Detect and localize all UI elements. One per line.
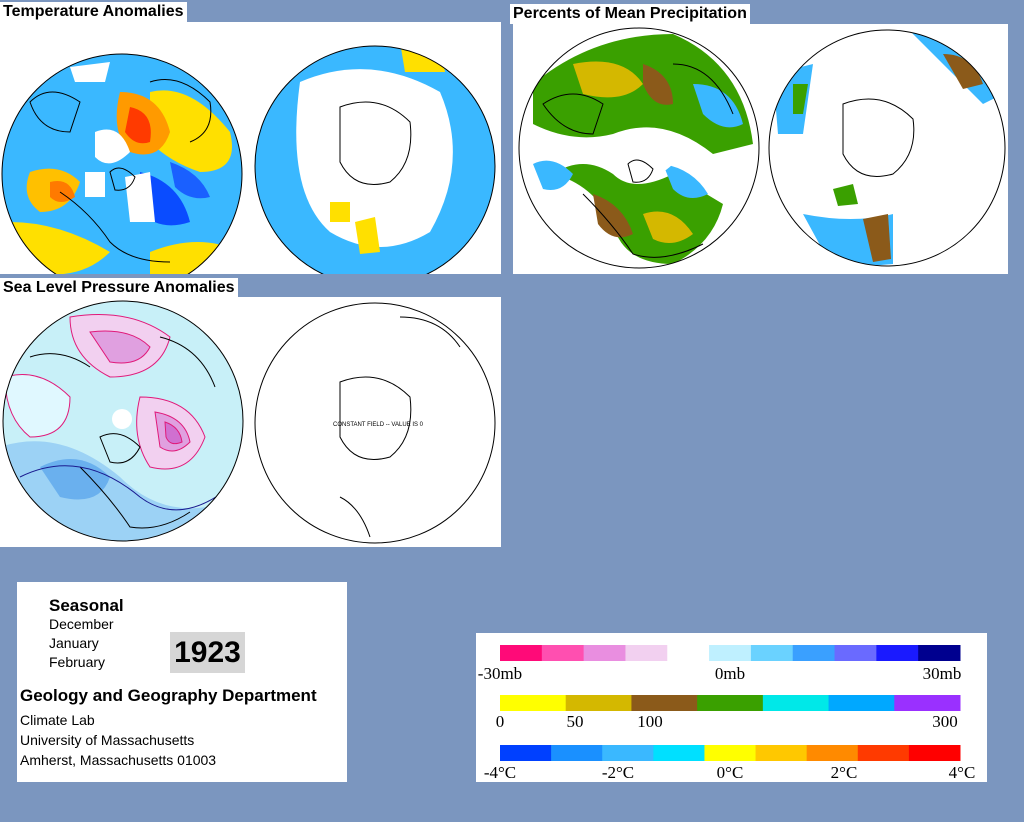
temp-label-0: 0°C — [717, 763, 744, 782]
precip-label-300: 300 — [932, 712, 958, 731]
pressure-swatch-2 — [583, 645, 626, 661]
month-february: February — [49, 654, 106, 670]
pressure-north-hemisphere-map — [2, 300, 244, 542]
pressure-south-hemisphere-map: CONSTANT FIELD -- VALUE IS 0 — [254, 302, 496, 544]
precip-swatch-3 — [697, 695, 764, 711]
lab-name: Climate Lab — [20, 712, 95, 728]
precipitation-color-bar — [500, 695, 961, 711]
temp-swatch-3 — [653, 745, 705, 761]
precipitation-title: Percents of Mean Precipitation — [510, 4, 750, 24]
precip-label-0: 0 — [496, 712, 505, 731]
pressure-swatch-9 — [876, 645, 919, 661]
season-label: Seasonal — [49, 596, 124, 615]
precip-label-100: 100 — [637, 712, 663, 731]
pressure-swatch-7 — [792, 645, 836, 661]
temp-swatch-7 — [857, 745, 910, 761]
pressure-label-min: -30mb — [478, 664, 522, 683]
department-label: Geology and Geography Department — [20, 686, 317, 705]
temp-swatch-6 — [806, 745, 859, 761]
temp-label-minus4: -4°C — [484, 763, 516, 782]
temp-swatch-5 — [755, 745, 808, 761]
pressure-swatch-1 — [541, 645, 585, 661]
temp-swatch-1 — [551, 745, 603, 761]
precip-swatch-0 — [500, 695, 567, 711]
temperature-color-bar — [500, 745, 961, 761]
info-box: Seasonal December January February 1923 … — [17, 582, 347, 782]
pressure-label-max: 30mb — [923, 664, 962, 683]
pressure-swatch-10 — [918, 645, 961, 661]
temp-label-4: 4°C — [949, 763, 976, 782]
temp-swatch-8 — [908, 745, 961, 761]
university-name: University of Massachusetts — [20, 732, 195, 748]
color-legend: -30mb 0mb 30mb 0 50 100 300 -4°C -2°C 0°… — [476, 633, 987, 782]
year-label: 1923 — [170, 632, 245, 673]
precip-swatch-4 — [762, 695, 830, 711]
pressure-swatch-0 — [500, 645, 543, 661]
pressure-swatch-5 — [709, 645, 752, 661]
month-december: December — [49, 616, 114, 632]
precip-swatch-6 — [894, 695, 961, 711]
precip-swatch-5 — [828, 695, 895, 711]
pressure-color-bar — [500, 645, 961, 661]
temp-label-minus2: -2°C — [602, 763, 634, 782]
pressure-swatch-6 — [750, 645, 794, 661]
pressure-swatch-3 — [625, 645, 668, 661]
precip-swatch-2 — [631, 695, 698, 711]
pressure-swatch-4 — [667, 645, 710, 661]
temp-label-2: 2°C — [831, 763, 858, 782]
temperature-anomalies-title: Temperature Anomalies — [0, 2, 187, 22]
temperature-south-hemisphere-map — [254, 45, 496, 274]
pressure-swatch-8 — [834, 645, 877, 661]
precipitation-north-hemisphere-map — [518, 27, 760, 269]
temp-swatch-4 — [704, 745, 757, 761]
temp-swatch-2 — [602, 745, 654, 761]
pressure-anomalies-title: Sea Level Pressure Anomalies — [0, 278, 238, 298]
constant-field-note: CONSTANT FIELD -- VALUE IS 0 — [333, 422, 424, 428]
precipitation-panel — [513, 24, 1008, 274]
precip-label-50: 50 — [567, 712, 584, 731]
temperature-north-hemisphere-map — [1, 53, 243, 274]
temp-swatch-0 — [500, 745, 552, 761]
pressure-label-zero: 0mb — [715, 664, 745, 683]
precip-swatch-1 — [565, 695, 632, 711]
month-january: January — [49, 635, 99, 651]
address: Amherst, Massachusetts 01003 — [20, 752, 217, 768]
precipitation-south-hemisphere-map — [768, 29, 1006, 267]
temperature-anomalies-panel — [0, 22, 501, 274]
pressure-anomalies-panel: CONSTANT FIELD -- VALUE IS 0 — [0, 297, 501, 547]
